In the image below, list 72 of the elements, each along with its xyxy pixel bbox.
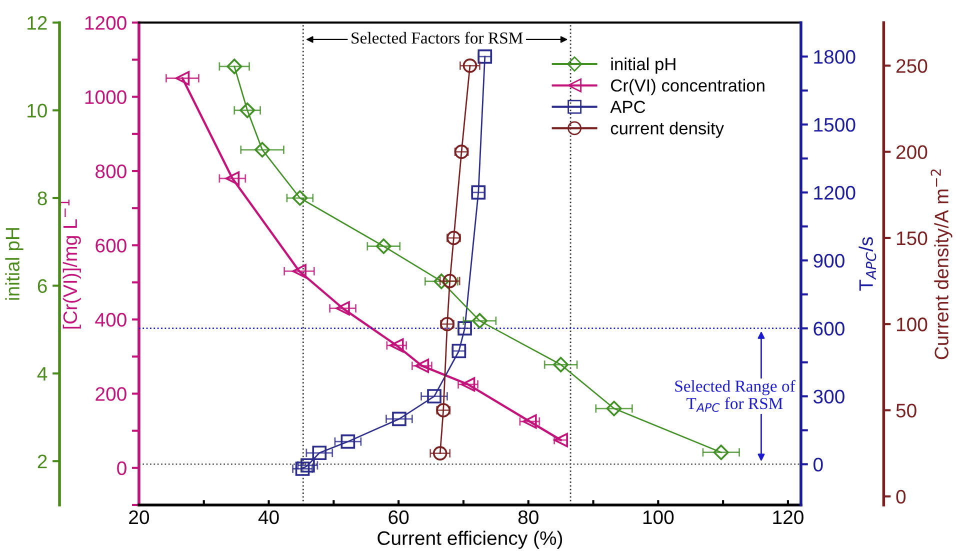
y2-axis-title: Current density/A m$^{−2}$ <box>930 169 952 360</box>
point <box>440 316 454 332</box>
x-tick-label: 60 <box>388 510 409 524</box>
y2-tick-label: 50 <box>896 404 916 418</box>
legend-label: APC <box>610 100 646 114</box>
point <box>554 432 568 448</box>
y2-tick-label: 200 <box>896 145 928 160</box>
legend-label: initial pH <box>611 58 676 74</box>
y2-tick-label: 1800 <box>814 50 856 64</box>
y2-tick-label: 600 <box>814 322 844 336</box>
point <box>522 414 537 429</box>
x-tick-label: 40 <box>258 510 279 524</box>
point <box>254 142 270 158</box>
point <box>226 58 242 74</box>
point <box>432 446 448 460</box>
legend-label: Cr(VI) concentration <box>611 78 764 96</box>
point <box>295 462 310 476</box>
point <box>292 264 306 278</box>
y2-axis-title: T$_{APC}$/s <box>858 237 876 291</box>
y-tick-label: 200 <box>96 387 126 401</box>
point <box>713 444 729 460</box>
annotation: Selected Range of T$_{APC}$ for RSM <box>675 380 796 412</box>
x-axis-title: Current efficiency (%) <box>378 530 562 549</box>
y2-tick-label: 150 <box>896 231 928 246</box>
y2-tick-label: 900 <box>814 254 844 268</box>
y2-tick-label: 1500 <box>814 118 856 132</box>
y2-tick-label: 250 <box>896 59 928 73</box>
point <box>434 274 450 290</box>
y-tick-label: 400 <box>95 312 126 327</box>
point <box>376 238 392 254</box>
y-tick-label: 600 <box>96 238 126 252</box>
x-tick-label: 80 <box>518 510 538 524</box>
point <box>472 313 488 329</box>
y-tick-label: 2 <box>38 454 47 468</box>
y2-tick-label: 1200 <box>814 186 856 200</box>
x-tick-label: 100 <box>643 510 674 524</box>
y-tick-label: 800 <box>96 164 126 178</box>
point <box>300 458 315 473</box>
point <box>414 358 430 373</box>
y2-tick-label: 0 <box>814 458 823 472</box>
y-tick-label: 4 <box>37 367 48 380</box>
point <box>606 400 622 416</box>
y-tick-label: 0 <box>117 461 126 476</box>
point <box>312 446 327 460</box>
point <box>240 102 256 118</box>
point <box>442 274 457 288</box>
point <box>427 389 442 404</box>
point <box>340 434 356 449</box>
x-tick-label: 120 <box>773 510 804 524</box>
point <box>225 171 240 186</box>
point <box>460 377 476 392</box>
point <box>336 301 350 316</box>
annotation: Selected Factors for RSM <box>352 32 523 44</box>
y-tick-label: 1000 <box>85 90 126 104</box>
point <box>292 190 308 206</box>
point <box>389 338 404 353</box>
point <box>175 71 190 86</box>
y-tick-label: 8 <box>38 191 47 206</box>
y-tick-label: 10 <box>28 104 47 118</box>
x-tick-label: 20 <box>129 510 150 524</box>
y2-tick-label: 0 <box>896 490 906 504</box>
legend-label: current density <box>610 122 724 138</box>
y-tick-label: 1200 <box>85 16 126 30</box>
point <box>446 230 461 246</box>
y2-tick-label: 300 <box>813 390 844 404</box>
y-axis-title: initial pH <box>5 228 24 300</box>
y-tick-label: 6 <box>38 279 47 293</box>
point <box>462 58 478 73</box>
y2-tick-label: 100 <box>896 318 928 332</box>
point <box>392 412 406 426</box>
point <box>553 356 569 372</box>
y-tick-label: 12 <box>28 16 47 30</box>
